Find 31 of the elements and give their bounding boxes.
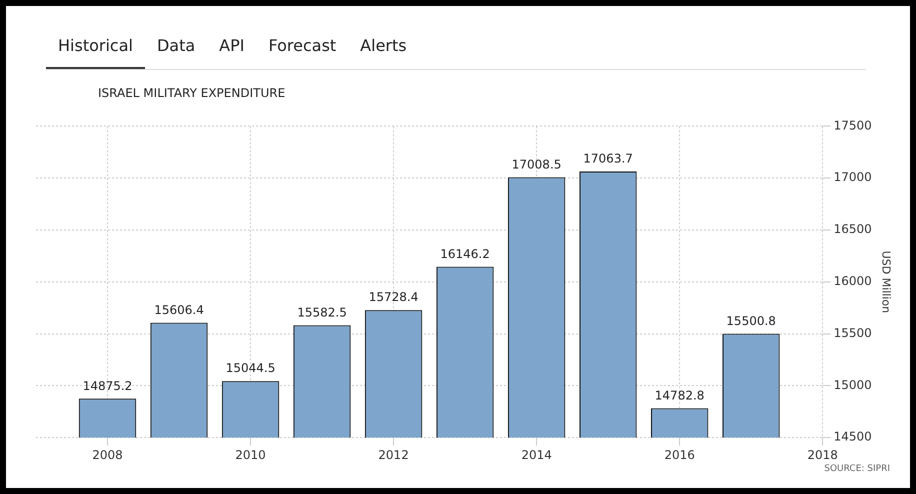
- chart-title: ISRAEL MILITARY EXPENDITURE: [98, 86, 286, 100]
- text: Forecast: [267, 35, 338, 57]
- text: Alerts: [359, 35, 408, 57]
- x-tick-label: 2016: [664, 448, 695, 462]
- y-tick-label: 16500: [834, 222, 872, 236]
- x-tick-label: 2018: [807, 448, 838, 462]
- text: Data: [156, 35, 196, 57]
- text: API: [218, 35, 246, 57]
- data-label: 17008.5: [512, 157, 562, 172]
- data-label: 15728.4: [368, 290, 418, 304]
- data-label: 14875.2: [82, 378, 132, 393]
- data-label: 17063.7: [583, 152, 633, 166]
- y-tick-label: 14500: [834, 430, 872, 444]
- x-tick-label: 2014: [521, 448, 552, 462]
- x-tick-label: 2008: [92, 448, 123, 462]
- y-tick-label: 15500: [834, 326, 872, 340]
- y-tick-label: 17500: [834, 118, 872, 132]
- data-label: 15582.5: [297, 305, 347, 320]
- y-tick-label: 17000: [834, 170, 872, 184]
- data-label: 14782.8: [654, 388, 704, 402]
- x-tick-label: 2012: [378, 448, 409, 462]
- text: Historical: [46, 30, 145, 69]
- y-axis-title: USD Million: [880, 250, 893, 314]
- y-tick-label: 16000: [834, 274, 872, 288]
- source-note: SOURCE: SIPRI: [824, 464, 890, 474]
- data-label: 15044.5: [226, 361, 276, 376]
- x-tick-label: 2010: [235, 448, 266, 462]
- y-tick-label: 15000: [834, 378, 872, 392]
- data-label: 15606.4: [154, 302, 204, 317]
- data-label: 15500.8: [726, 314, 776, 328]
- data-label: 16146.2: [440, 246, 490, 261]
